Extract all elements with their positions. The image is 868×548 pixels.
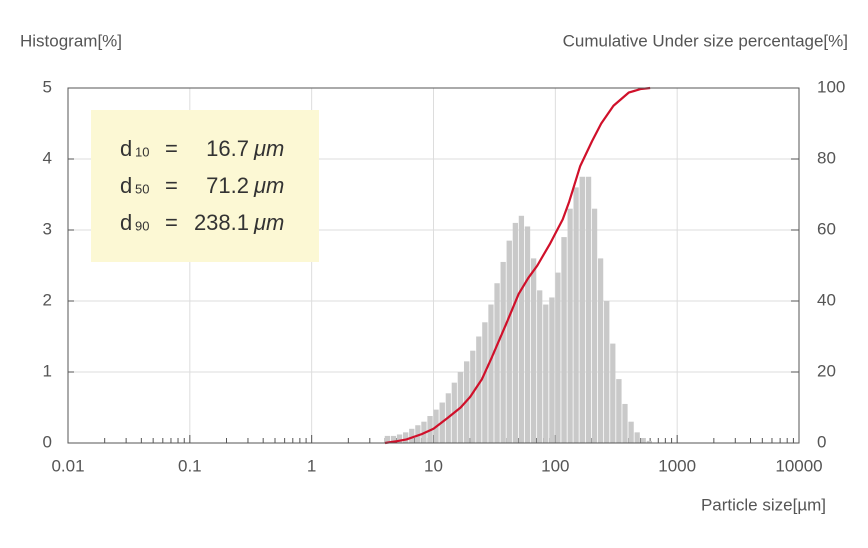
histogram-bar: [524, 226, 531, 443]
histogram-bar: [604, 301, 610, 443]
x-tick-label: 1000: [658, 456, 696, 475]
histogram-bar: [634, 432, 640, 443]
y-tick-label: 2: [43, 290, 52, 309]
histogram-bar: [628, 421, 634, 443]
histogram-bar: [396, 434, 403, 443]
annotation-unit: μm: [253, 173, 284, 198]
annotation-operator: =: [165, 173, 178, 198]
histogram-bar: [592, 208, 598, 443]
histogram-bar: [470, 350, 476, 443]
y2-tick-label: 20: [817, 361, 836, 380]
histogram-bar: [390, 435, 397, 443]
histogram-bar: [622, 403, 628, 443]
histogram-bar: [543, 304, 549, 443]
x-tick-label: 0.01: [51, 456, 84, 475]
x-tick-label: 1: [307, 456, 316, 475]
histogram-bar: [512, 222, 518, 443]
histogram-bar: [488, 304, 494, 443]
x-tick-label: 0.1: [178, 456, 202, 475]
annotation-unit: μm: [253, 136, 284, 161]
annotation-box: d 10 = 16.7 μmd 50 = 71.2 μmd 90 = 238.1 μm: [91, 110, 319, 262]
histogram-bar: [610, 343, 616, 443]
histogram-bar: [616, 379, 622, 443]
annotation-symbol: d: [120, 136, 132, 161]
annotation-subscript: 50: [135, 181, 149, 196]
plot-frame: [67, 87, 800, 444]
histogram-bar: [518, 215, 525, 443]
x-tick-label: 10000: [775, 456, 822, 475]
histogram-bar: [494, 283, 500, 443]
annotation-symbol: d: [120, 210, 132, 235]
annotation-value: 16.7: [206, 136, 249, 161]
y-tick-label: 3: [43, 219, 52, 238]
annotation-value: 71.2: [206, 173, 249, 198]
y-axis-label: Histogram[%]: [20, 31, 122, 50]
histogram-bar: [555, 272, 561, 443]
y-tick-label: 5: [43, 77, 52, 96]
histogram-bar: [561, 237, 567, 443]
histogram-bar: [476, 336, 482, 443]
y-tick-label: 0: [43, 432, 52, 451]
histogram-bar: [585, 176, 592, 443]
histogram-bar: [506, 240, 512, 443]
x-tick-label: 10: [424, 456, 443, 475]
y2-tick-label: 60: [817, 219, 836, 238]
histogram-bar: [549, 297, 555, 443]
annotation-unit: μm: [253, 210, 284, 235]
histogram-bar: [646, 440, 653, 443]
histogram-bar: [415, 425, 421, 443]
histogram-bar: [530, 258, 537, 443]
y2-axis-label: Cumulative Under size percentage[%]: [563, 31, 848, 50]
annotation-operator: =: [165, 136, 178, 161]
y2-tick-label: 100: [817, 77, 845, 96]
histogram-bar: [537, 290, 543, 443]
x-axis-label: Particle size[µm]: [701, 495, 826, 514]
annotation-symbol: d: [120, 173, 132, 198]
histogram-bar: [482, 322, 488, 443]
y-tick-label: 4: [43, 148, 52, 167]
histogram-bar: [640, 438, 646, 443]
histogram-bar: [384, 435, 391, 443]
y2-tick-label: 80: [817, 148, 836, 167]
annotation-subscript: 90: [135, 218, 149, 233]
histogram-bar: [409, 428, 415, 443]
histogram-bar: [573, 187, 579, 443]
histogram-bar: [567, 208, 573, 443]
x-tick-label: 100: [541, 456, 569, 475]
annotation-subscript: 10: [135, 144, 149, 159]
cumulative-line: [384, 86, 651, 445]
histogram-bar: [598, 258, 604, 443]
y-tick-label: 1: [43, 361, 52, 380]
histogram-bar: [500, 261, 506, 443]
y2-tick-label: 0: [817, 432, 826, 451]
annotation-background: [91, 110, 319, 262]
histogram-bar: [403, 432, 409, 443]
annotation-operator: =: [165, 210, 178, 235]
y2-tick-label: 40: [817, 290, 836, 309]
annotation-value: 238.1: [194, 210, 249, 235]
histogram-bar: [579, 176, 586, 443]
